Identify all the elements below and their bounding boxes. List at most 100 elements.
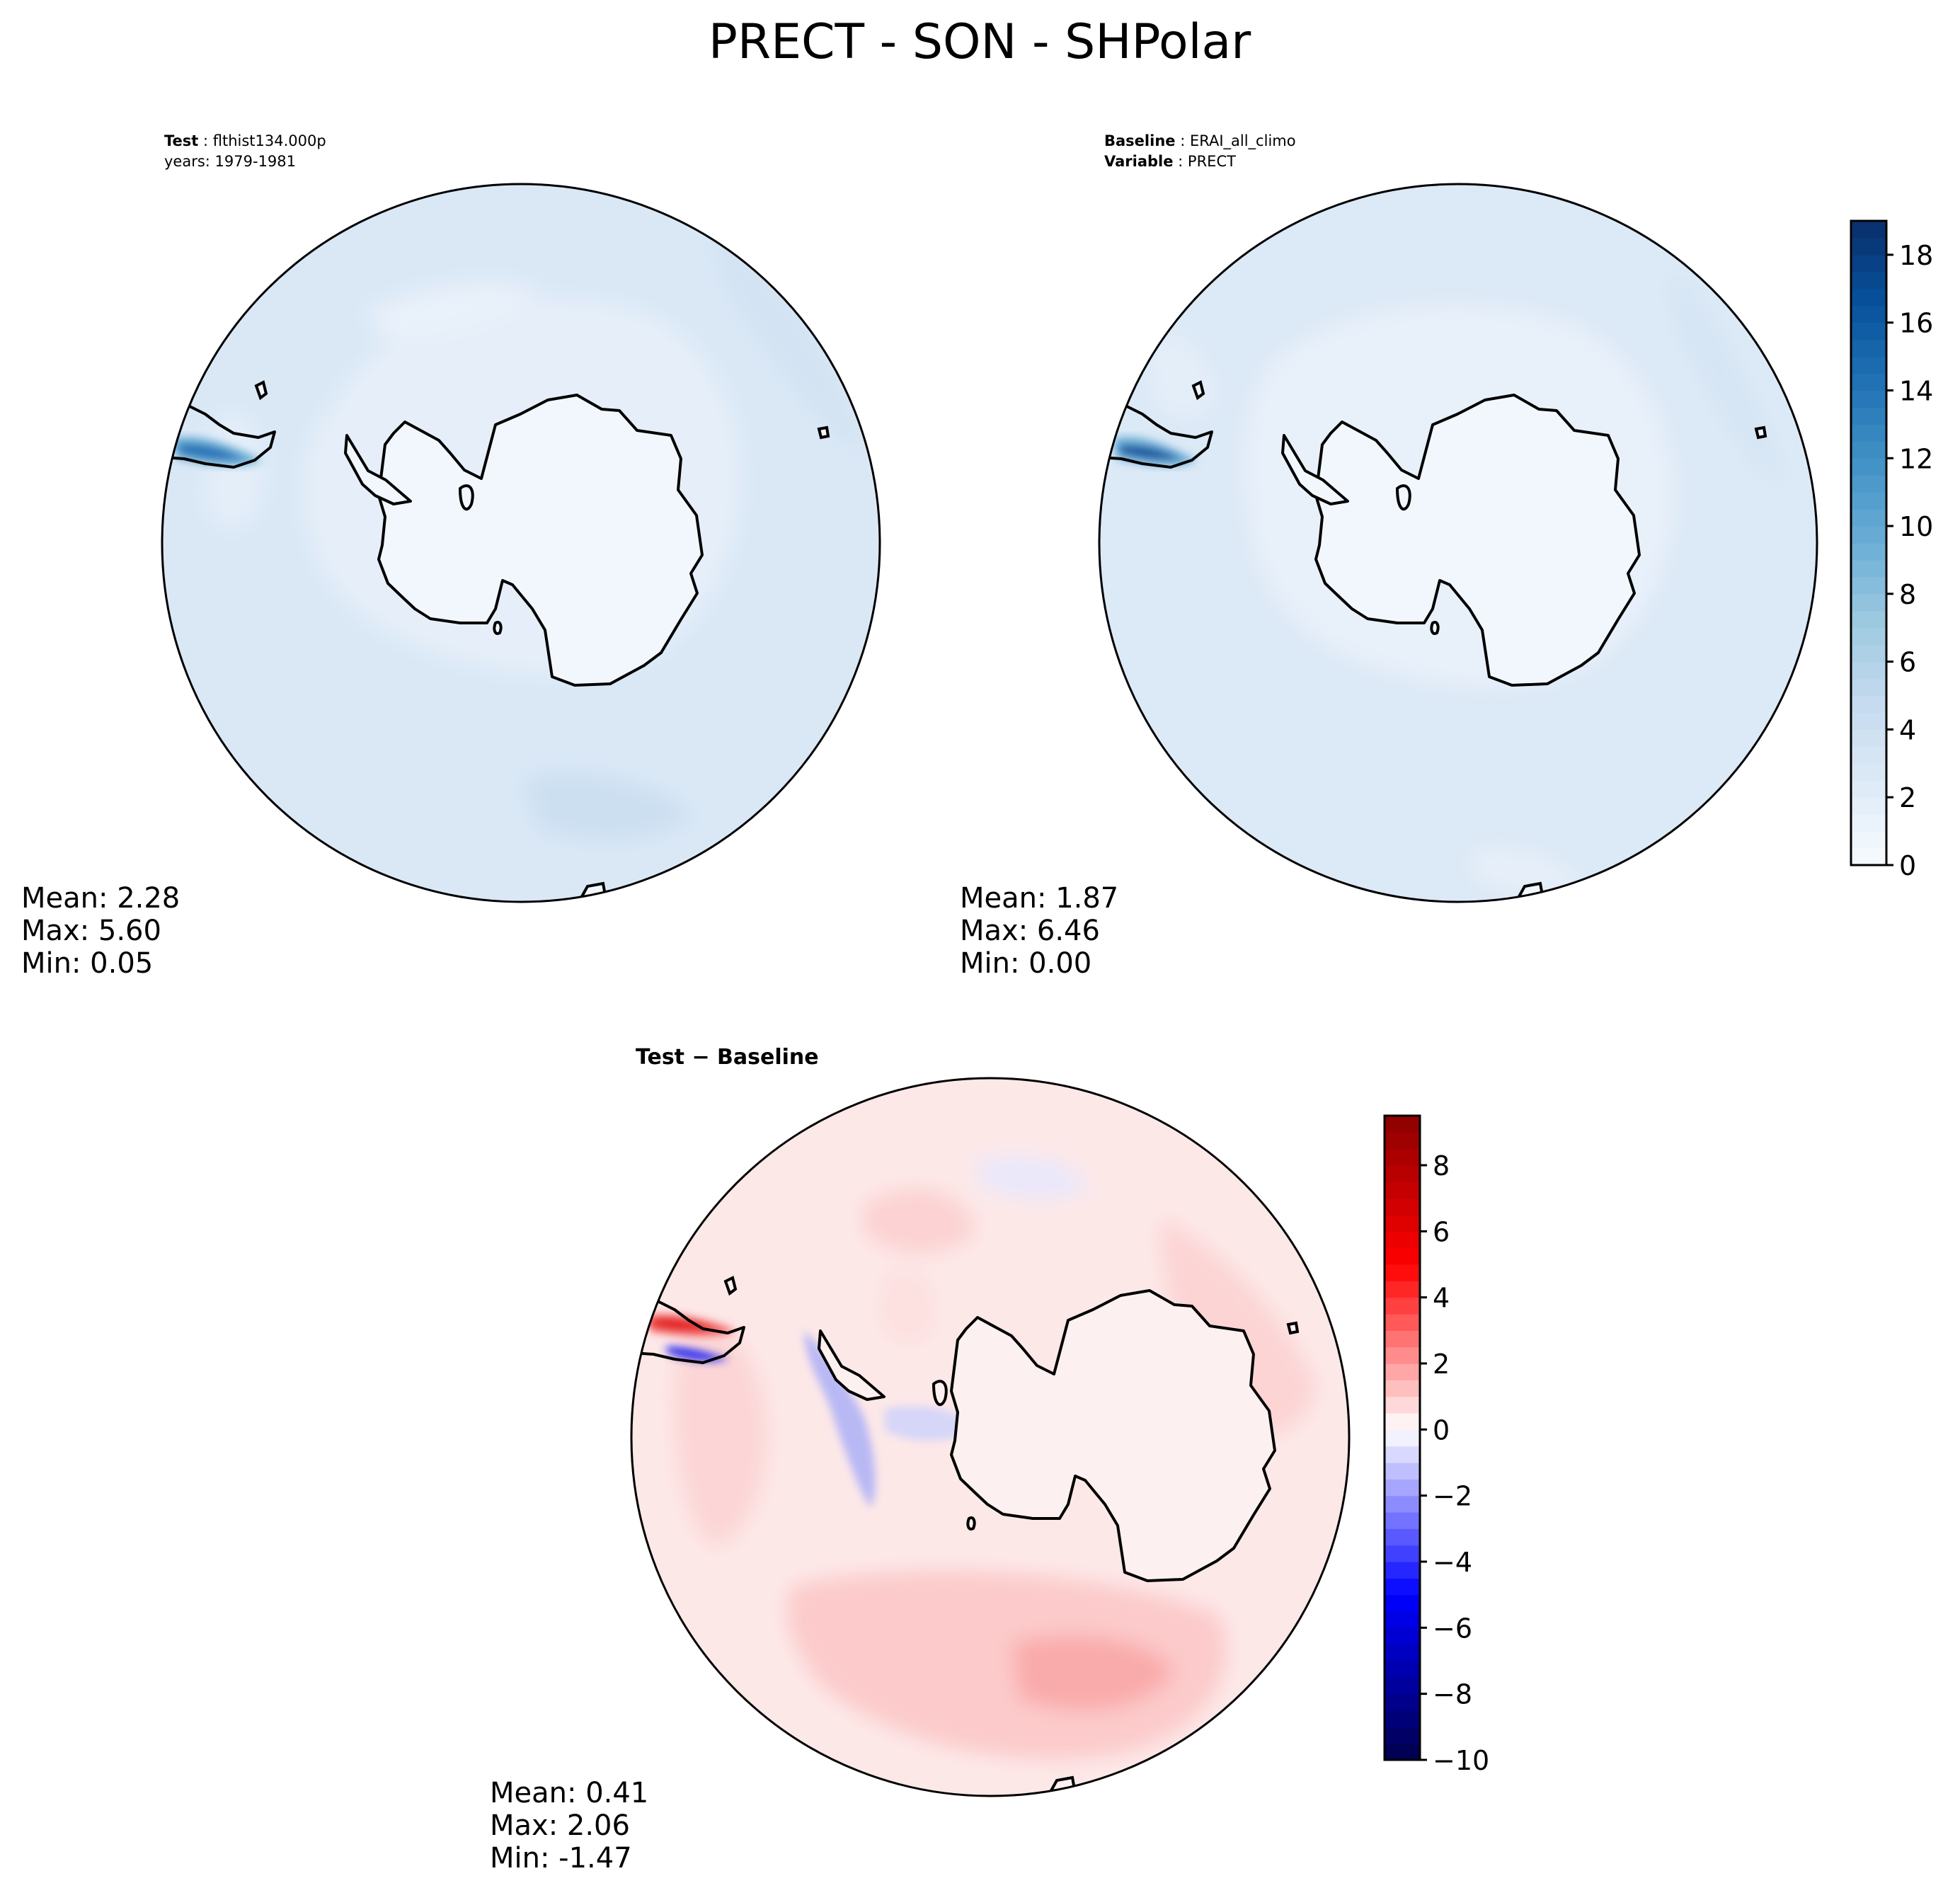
colorbar-diff-segment — [1385, 1148, 1420, 1166]
figure-title: PRECT - SON - SHPolar — [709, 14, 1251, 70]
colorbar-main-segment — [1851, 797, 1886, 815]
colorbar-diff-segment — [1385, 1297, 1420, 1315]
panel-test-antarctica-coastline — [377, 394, 704, 687]
colorbar-diff-segment — [1385, 1330, 1420, 1348]
panel-test-map-boundary — [161, 183, 881, 903]
panel-baseline-header-value: ERAI_all_climo — [1190, 132, 1296, 150]
colorbar-diff-segment — [1385, 1446, 1420, 1463]
field-patch — [674, 1325, 767, 1545]
colorbar-main-segment — [1851, 661, 1886, 680]
stat-line: Min: 0.05 — [21, 947, 153, 980]
colorbar-main-segment — [1851, 610, 1886, 629]
panel-baseline-island — [1754, 425, 1767, 440]
colorbar-diff-segment — [1385, 1264, 1420, 1281]
colorbar-main-segment — [1851, 305, 1886, 324]
panel-diff-peninsula-coastline — [818, 1329, 886, 1401]
colorbar-main-segment — [1851, 712, 1886, 731]
stat-line: Max: 2.06 — [490, 1809, 630, 1842]
panel-diff-island — [1286, 1321, 1300, 1335]
colorbar-diff-segment — [1385, 1578, 1420, 1596]
panel-diff-island — [723, 1276, 738, 1296]
colorbar-diff-tick-label: −6 — [1433, 1613, 1472, 1644]
panel-baseline-island — [1430, 621, 1440, 635]
panel-test-island — [817, 425, 830, 440]
colorbar-diff-segment — [1385, 1247, 1420, 1265]
colorbar-diff-segment — [1385, 1710, 1420, 1727]
colorbar-main-tick-label: 8 — [1899, 579, 1916, 610]
stat-line: Max: 6.46 — [960, 915, 1100, 947]
stat-label: Min: — [490, 1842, 549, 1875]
colorbar-main-segment — [1851, 576, 1886, 595]
panel-test-map — [162, 184, 880, 902]
colorbar-diff-segment — [1385, 1215, 1420, 1232]
panel-baseline-header-value2: PRECT — [1188, 153, 1236, 170]
colorbar-main-tick-label: 6 — [1899, 647, 1916, 678]
stat-line: Mean: 0.41 — [490, 1777, 648, 1809]
panel-baseline-header-line2: Variable : PRECT — [1104, 153, 1236, 170]
colorbar-main-segment — [1851, 441, 1886, 459]
panel-diff-title: Test − Baseline — [636, 1045, 819, 1070]
colorbar-main-segment — [1851, 288, 1886, 307]
field-patch — [177, 444, 244, 460]
colorbar-main-tick-label: 4 — [1899, 714, 1916, 745]
colorbar-main-segment — [1851, 729, 1886, 747]
colorbar-diff-segment — [1385, 1743, 1420, 1761]
panel-baseline: Baseline : ERAI_all_climo Variable : PRE… — [960, 132, 1818, 980]
panel-baseline-header-label: Baseline — [1104, 132, 1176, 149]
panel-test-header-line2: years: 1979-1981 — [164, 153, 296, 170]
stat-value-max: 2.06 — [567, 1809, 630, 1842]
colorbar-main-tick-label: 14 — [1899, 375, 1933, 406]
field-patch — [205, 413, 263, 527]
panel-test: Test : flthist134.000p years: 1979-1981 — [21, 132, 881, 980]
colorbar-diff-segment — [1385, 1116, 1420, 1133]
colorbar-main-tick-label: 18 — [1899, 240, 1933, 271]
colorbar-main-segment — [1851, 763, 1886, 781]
stat-label: Min: — [21, 947, 81, 980]
colorbar-diff-segment — [1385, 1380, 1420, 1397]
panel-test-peninsula-coastline — [344, 434, 412, 505]
colorbar-main-segment — [1851, 543, 1886, 561]
panel-diff-island — [932, 1380, 948, 1407]
stat-label: Mean: — [960, 882, 1046, 915]
stat-value-mean: 2.28 — [117, 882, 180, 915]
colorbar-diff-segment — [1385, 1396, 1420, 1414]
colorbar-main-tick-label: 2 — [1899, 782, 1916, 813]
colorbar-diff-frame — [1383, 1114, 1421, 1761]
colorbar-main-segment — [1851, 356, 1886, 374]
colorbar-diff-segment — [1385, 1677, 1420, 1695]
colorbar-diff-tick-label: 6 — [1433, 1216, 1450, 1247]
stat-value-min: 0.00 — [1028, 947, 1091, 980]
panel-diff-south-america-coastline — [631, 1298, 745, 1364]
panel-test-island — [493, 621, 503, 635]
colorbar-main-segment — [1851, 559, 1886, 578]
panel-diff-map — [631, 1078, 1349, 1796]
colorbar-main-segment — [1851, 695, 1886, 714]
colorbar-diff-segment — [1385, 1627, 1420, 1645]
colorbar-diff-tick-label: −10 — [1433, 1745, 1489, 1776]
colorbar-main-segment — [1851, 678, 1886, 697]
field-patch — [665, 1346, 729, 1361]
colorbar-diff-segment — [1385, 1182, 1420, 1199]
colorbar-main-tick-label: 12 — [1899, 443, 1933, 474]
field-patch — [787, 1571, 1227, 1759]
colorbar-diff-segment — [1385, 1413, 1420, 1430]
panel-test-header-value: flthist134.000p — [213, 132, 326, 149]
panel-diff-island — [966, 1516, 976, 1531]
colorbar-main-tick-label: 10 — [1899, 511, 1933, 542]
field-patch — [1472, 847, 1586, 893]
colorbar-diff-segment — [1385, 1661, 1420, 1678]
panel-baseline-peninsula-coastline — [1281, 434, 1349, 505]
panel-baseline-island — [1191, 380, 1205, 401]
panel-test-island — [458, 484, 474, 511]
panel-baseline-header-line1: Baseline : ERAI_all_climo — [1104, 132, 1296, 150]
field-patch — [878, 1269, 936, 1344]
colorbar-diff-tick-label: 0 — [1433, 1414, 1450, 1446]
stat-label: Max: — [21, 915, 89, 947]
colorbar-main-segment — [1851, 237, 1886, 256]
stat-line: Min: 0.00 — [960, 947, 1091, 980]
colorbar-main-segment — [1851, 780, 1886, 798]
panel-baseline-coast-max — [1113, 437, 1196, 467]
colorbar-main-segment — [1851, 254, 1886, 273]
stat-label: Mean: — [490, 1777, 576, 1809]
